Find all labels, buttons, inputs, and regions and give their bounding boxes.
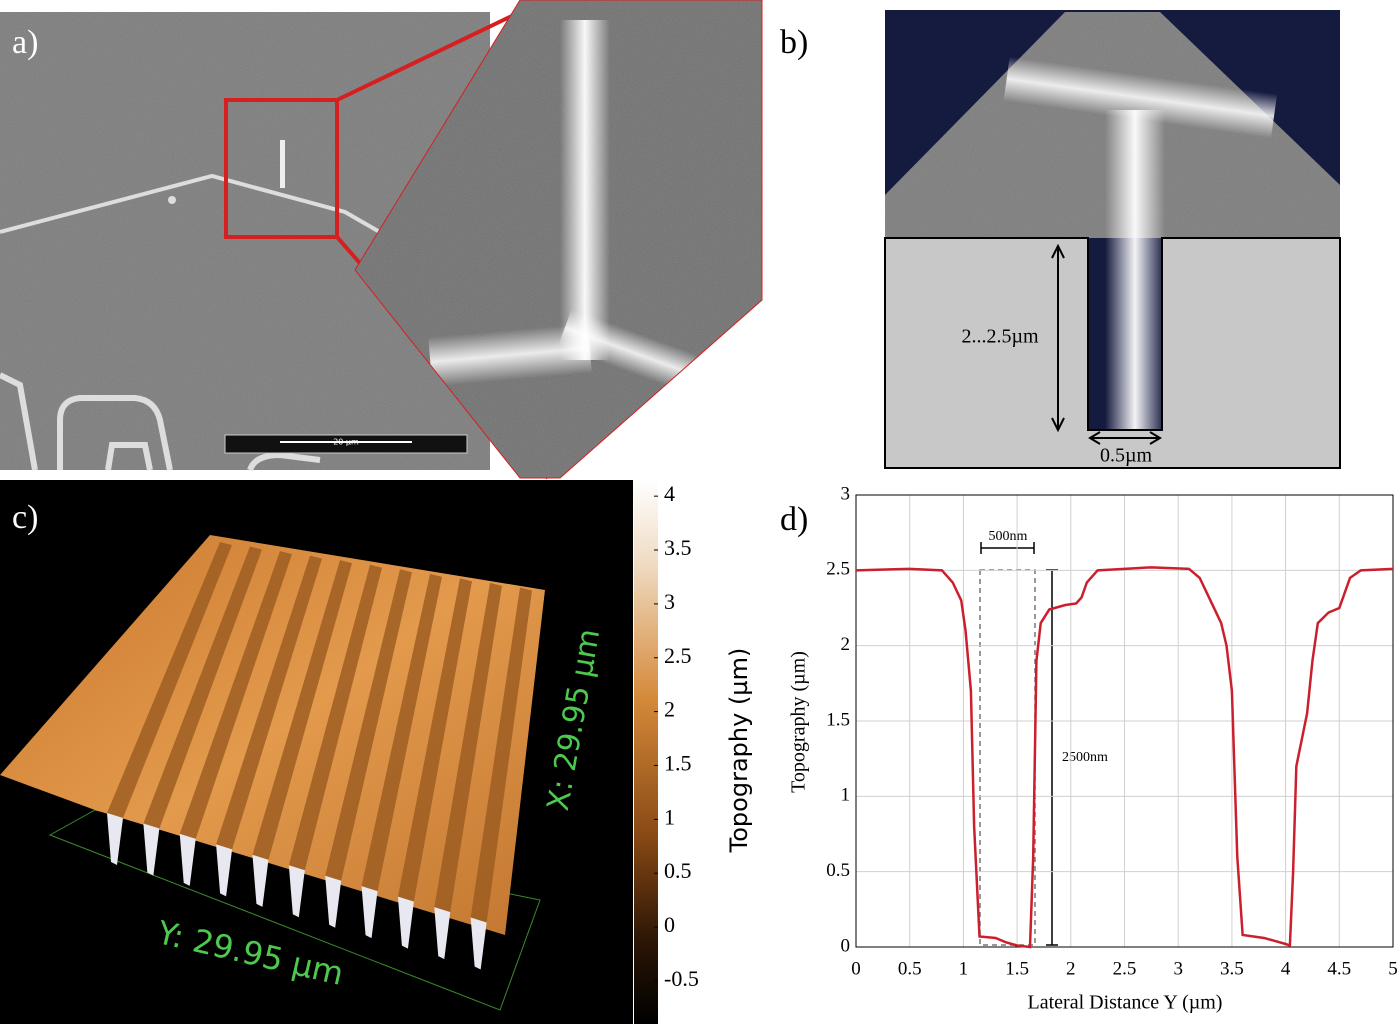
zoom-box (224, 98, 339, 239)
groove (143, 546, 262, 829)
plot-frame (855, 494, 1394, 948)
x-tick-label: 2.5 (1113, 958, 1137, 979)
groove-wall (216, 844, 233, 897)
particle (168, 196, 176, 204)
x-tick-label: 3.5 (1220, 958, 1244, 979)
structures (0, 372, 321, 472)
ridge-edge (0, 173, 386, 237)
panel-b: 2...2.5µm 0.5µm b) (780, 10, 1341, 469)
groove (470, 587, 532, 923)
groove (107, 542, 232, 818)
y-tick-label: 1.5 (826, 709, 850, 730)
trench-outline (979, 569, 1036, 946)
panel-a: 20 µm a) (0, 0, 763, 480)
x-tick-label: 5 (1388, 958, 1398, 979)
colorbar-label: Topography (µm) (725, 648, 753, 854)
width-label: 0.5µm (1100, 445, 1153, 467)
groove-wall (470, 917, 487, 970)
x-tick-label: 0 (851, 958, 861, 979)
y-tick-label: 3 (841, 483, 851, 504)
depth-marker (1046, 569, 1058, 946)
scale-bar (224, 434, 468, 454)
x-tick-label: 4 (1281, 958, 1291, 979)
colorbar (634, 480, 658, 1024)
colorbar-tick-label: 3 (664, 589, 675, 614)
groove-wall (434, 907, 451, 960)
groove-wall (252, 854, 269, 907)
groove (361, 573, 442, 892)
x-tick-label: 1 (959, 958, 969, 979)
x-tick-label: 1.5 (1005, 958, 1029, 979)
scale-label: 20 µm (333, 438, 359, 447)
base-frame (48, 809, 541, 1011)
y-tick-label: 0.5 (826, 860, 850, 881)
panel-label: b) (780, 24, 808, 61)
groove-wall (325, 875, 342, 928)
colorbar-tick-label: 1 (664, 804, 675, 829)
colorbar-tick-label: 1.5 (664, 751, 692, 776)
y-tick-label: 2.5 (826, 559, 850, 580)
panel-d: d) Lateral Distance Y (µm) Topography (µ… (780, 483, 1398, 1013)
colorbar-tick-label: 4 (664, 481, 675, 506)
groove (179, 551, 292, 839)
panel-c: c) X: 29.95 µm Y: 29.95 µm Topography (µ… (0, 480, 753, 1024)
colorbar-tick-label: 2.5 (664, 643, 692, 668)
groove (397, 578, 472, 902)
tip (280, 140, 285, 188)
panel-label: d) (780, 501, 808, 538)
depth-label: 2...2.5µm (961, 326, 1039, 348)
groove (325, 569, 412, 881)
annotation: 500nm (989, 529, 1028, 544)
groove-wall (361, 886, 378, 939)
surface (0, 535, 545, 935)
y-tick-label: 1 (841, 785, 851, 806)
grooves (107, 542, 532, 970)
groove (252, 560, 352, 860)
x-axis-label: Lateral Distance Y (µm) (1028, 992, 1223, 1014)
groove-wall (179, 833, 196, 886)
data-line (855, 566, 1394, 949)
panel-label: a) (12, 24, 38, 61)
zoom-frame (354, 0, 763, 479)
groove-wall (397, 896, 414, 949)
x-tick-label: 0.5 (898, 958, 922, 979)
groove (216, 555, 322, 850)
width-marker (980, 542, 1035, 554)
groove (288, 564, 382, 871)
y-tick-label: 0 (841, 935, 851, 956)
groove (434, 582, 502, 913)
panel-label: c) (12, 499, 38, 536)
x-tick-label: 3 (1173, 958, 1183, 979)
colorbar-tick-label: 3.5 (664, 535, 692, 560)
annotation: 2500nm (1062, 750, 1108, 765)
colorbar-tick-label: 0 (664, 912, 675, 937)
substrate (884, 237, 1341, 469)
x-tick-label: 2 (1066, 958, 1076, 979)
y-axis-label: Topography (µm) (788, 651, 810, 793)
colorbar-tick-label: 2 (664, 697, 675, 722)
groove-wall (143, 823, 160, 876)
colorbar-tick-label: 0.5 (664, 858, 692, 883)
y-tick-label: 2 (841, 634, 851, 655)
colorbar-tick-label: -0.5 (664, 966, 699, 991)
x-tick-label: 4.5 (1327, 958, 1351, 979)
groove-wall (107, 813, 123, 865)
groove-wall (288, 865, 305, 918)
